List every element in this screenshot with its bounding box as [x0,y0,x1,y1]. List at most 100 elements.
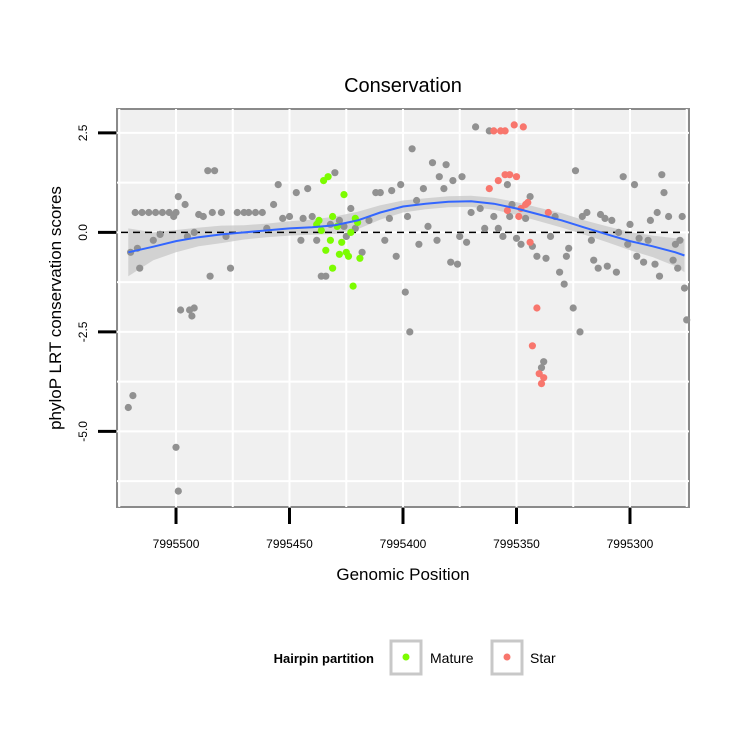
x-tick-label: 7995350 [493,537,540,551]
data-point-none [138,208,146,217]
data-point-mature [317,226,325,234]
data-point-none [576,328,584,336]
x-tick-label: 7995300 [607,537,654,551]
data-point-none [490,212,498,221]
data-point-none [499,232,507,240]
data-point-none [297,236,305,244]
data-point-none [145,208,153,217]
data-point-none [669,256,677,264]
data-point-none [124,403,132,412]
data-point-none [601,214,609,222]
data-point-none [626,220,634,228]
data-point-none [190,304,198,312]
data-point-none [522,214,530,222]
data-point-star [485,185,493,193]
data-point-none [204,167,212,175]
data-point-mature [324,173,332,181]
y-tick-label: 2.5 [76,124,90,141]
data-point-star [506,171,514,179]
data-point-none [587,236,596,244]
data-point-star [501,127,509,135]
data-point-none [506,212,514,221]
data-point-none [308,212,316,221]
data-point-none [381,236,389,244]
data-point-mature [338,238,346,246]
data-point-none [571,167,580,175]
data-point-none [680,284,689,292]
data-point-none [640,258,648,266]
data-point-none [458,173,466,181]
data-point-none [279,214,287,222]
data-point-none [199,212,207,221]
data-point-none [453,260,462,268]
data-point-none [174,487,182,495]
data-point-mature [347,228,355,236]
data-point-mature [344,252,353,260]
data-point-none [456,232,464,240]
data-point-none [583,208,591,217]
data-point-none [152,208,160,217]
data-point-none [397,181,405,189]
data-point-none [190,228,198,236]
legend-label-mature: Mature [430,650,474,666]
data-point-none [211,167,219,175]
data-point-none [299,214,307,222]
legend-label-star: Star [530,650,556,666]
data-point-none [258,208,266,217]
data-point-none [419,185,427,193]
data-point-none [556,268,564,276]
data-point-none [646,216,655,224]
data-point-none [270,200,278,209]
data-point-none [292,189,300,197]
y-axis-title: phyloP LRT conservation scores [46,186,65,430]
x-tick-label: 7995500 [153,537,200,551]
legend-dot-mature [402,653,410,661]
data-point-star [524,198,532,207]
data-point-mature [335,250,343,258]
data-point-mature [322,246,330,254]
data-point-none [644,236,652,244]
data-point-none [181,200,189,209]
data-point-star [494,177,502,185]
data-point-none [174,193,182,201]
data-point-none [347,204,355,213]
data-point-star [515,212,523,221]
data-point-star [490,127,498,135]
data-point-none [251,208,260,217]
legend-title: Hairpin partition [274,651,374,666]
data-point-none [408,145,416,153]
data-point-none [149,236,157,244]
data-point-none [313,236,321,244]
data-point-star [503,206,511,215]
data-point-none [619,173,627,181]
data-point-none [136,264,144,272]
data-point-none [562,252,571,260]
data-point-none [304,185,312,193]
data-point-none [615,228,623,236]
data-point-none [322,272,330,280]
data-point-none [635,234,643,242]
data-point-none [526,193,534,201]
data-point-mature [326,236,334,244]
data-point-none [546,232,555,240]
data-point-none [403,212,412,221]
data-point-none [683,316,691,324]
data-point-none [442,161,450,169]
data-point-mature [349,282,357,290]
y-tick-label: 0.0 [76,224,90,241]
data-point-none [208,208,216,217]
data-point-none [156,230,164,238]
data-point-none [476,204,484,213]
data-point-none [494,224,502,232]
data-point-star [544,208,552,217]
data-point-star [533,304,541,312]
data-point-none [131,208,139,217]
data-point-mature [329,212,337,221]
data-point-none [537,364,546,372]
data-point-mature [340,191,348,199]
data-point-none [660,189,668,197]
data-point-none [401,288,409,296]
data-point-none [226,264,235,272]
data-point-mature [329,264,337,272]
